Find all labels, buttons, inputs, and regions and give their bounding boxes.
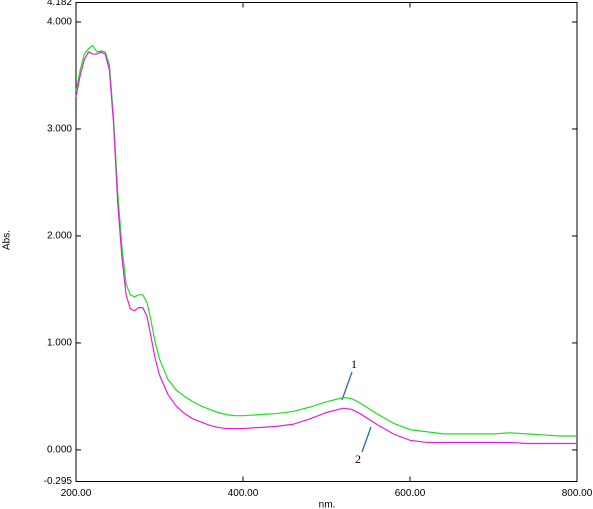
- x-axis-label: nm.: [319, 500, 336, 509]
- y-tick-label: 3.000: [47, 124, 72, 135]
- y-tick-label: 4.000: [47, 17, 72, 28]
- y-axis-label: Abs.: [2, 230, 13, 250]
- annotation-leader: [341, 371, 353, 401]
- y-tick-label: 1.000: [47, 338, 72, 349]
- plot-frame: [75, 2, 578, 482]
- x-tick-label: 200.00: [61, 488, 92, 499]
- y-tick-label: 2.000: [47, 231, 72, 242]
- series-line: [75, 44, 577, 437]
- series-line: [75, 51, 577, 445]
- y-tick-label: -0.295: [44, 476, 73, 487]
- annotation: 1: [351, 357, 357, 371]
- x-tick-label: 400.00: [228, 488, 259, 499]
- y-tick-label: 0.000: [47, 445, 72, 456]
- x-tick-label: 800.00: [562, 488, 593, 499]
- x-tick-label: 600.00: [395, 488, 426, 499]
- annotation: 2: [355, 452, 361, 466]
- y-tick-label: 4.182: [47, 0, 72, 8]
- annotation-leader: [361, 426, 372, 453]
